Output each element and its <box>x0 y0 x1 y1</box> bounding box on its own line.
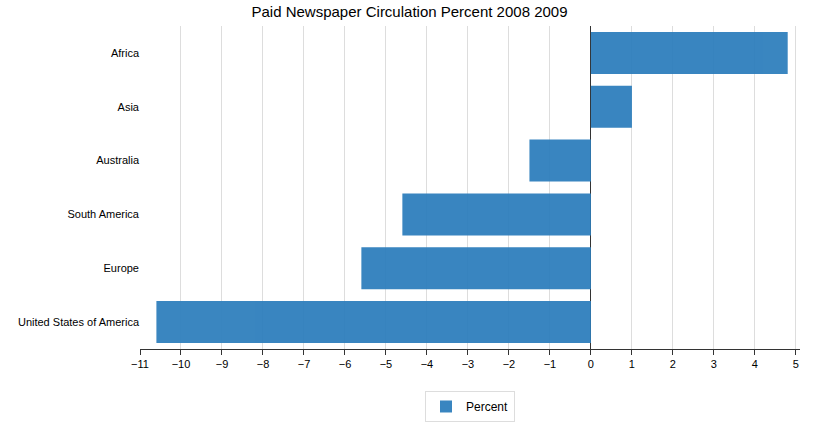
svg-text:−10: −10 <box>172 358 191 370</box>
svg-text:Africa: Africa <box>111 47 140 59</box>
svg-text:4: 4 <box>752 358 758 370</box>
svg-text:Asia: Asia <box>118 101 140 113</box>
svg-text:−9: −9 <box>216 358 229 370</box>
svg-text:−4: −4 <box>421 358 434 370</box>
svg-text:−2: −2 <box>503 358 516 370</box>
svg-text:South America: South America <box>67 208 139 220</box>
svg-text:−11: −11 <box>131 358 149 370</box>
svg-text:United States of America: United States of America <box>18 316 140 328</box>
svg-text:5: 5 <box>793 358 799 370</box>
svg-text:0: 0 <box>588 358 594 370</box>
svg-text:2: 2 <box>670 358 676 370</box>
svg-text:Australia: Australia <box>96 154 140 166</box>
svg-text:Percent: Percent <box>466 400 508 414</box>
svg-text:Europe: Europe <box>104 262 139 274</box>
svg-text:−1: −1 <box>544 358 557 370</box>
svg-text:Paid Newspaper Circulation Per: Paid Newspaper Circulation Percent 2008 … <box>251 3 567 20</box>
svg-text:−3: −3 <box>462 358 475 370</box>
svg-text:1: 1 <box>629 358 635 370</box>
svg-text:−5: −5 <box>380 358 393 370</box>
svg-text:−6: −6 <box>339 358 352 370</box>
svg-text:−8: −8 <box>257 358 270 370</box>
svg-text:−7: −7 <box>298 358 311 370</box>
svg-text:3: 3 <box>711 358 717 370</box>
